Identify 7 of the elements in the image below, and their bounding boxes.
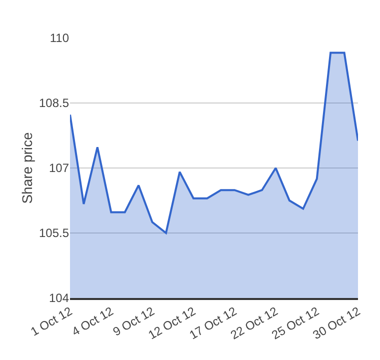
y-tick-label: 104	[48, 291, 70, 306]
y-tick-label: 108.5	[38, 96, 70, 110]
y-tick-label: 107	[48, 161, 70, 176]
y-tick-label: 105.5	[38, 226, 70, 240]
x-tick-label: 1 Oct 12	[28, 304, 75, 339]
y-tick-label: 110	[50, 31, 70, 46]
y-axis-title: Share price	[19, 132, 35, 204]
